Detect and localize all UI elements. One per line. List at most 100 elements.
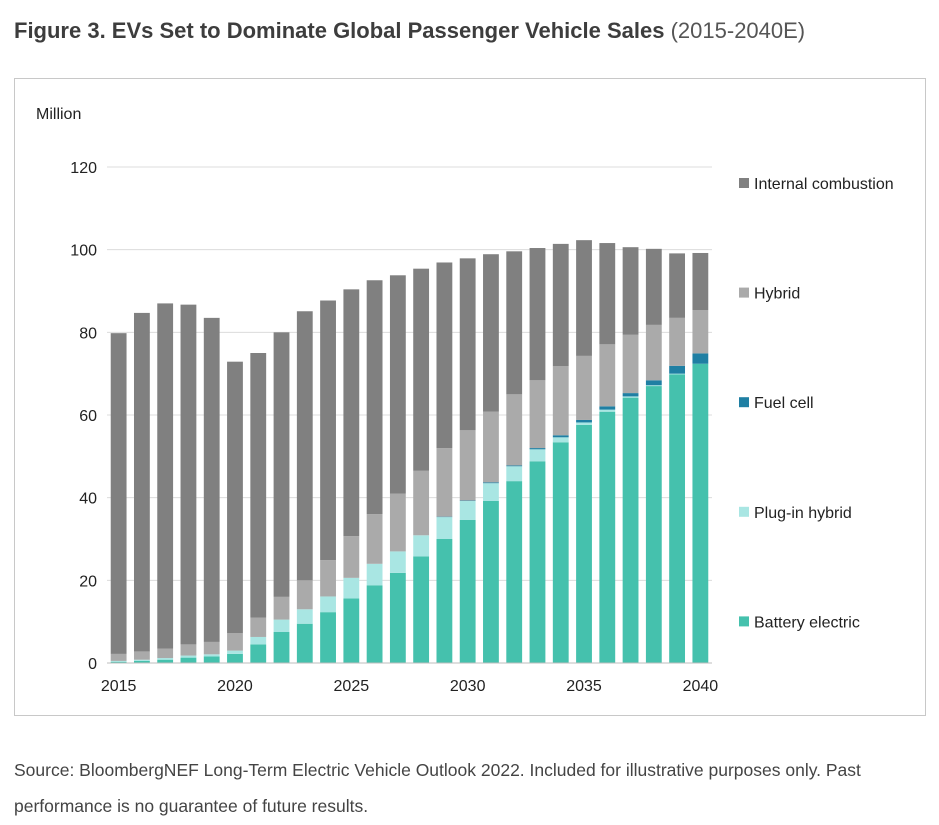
y-tick-label: 60 — [79, 408, 97, 425]
bar-stack-2015 — [110, 333, 127, 663]
bar-stack-2037 — [622, 247, 639, 663]
bar-stack-2035 — [576, 240, 592, 663]
bar-segment-plug-in-hybrid — [459, 500, 476, 520]
legend-item-battery-electric: Battery electric — [739, 614, 860, 631]
bar-segment-internal-combustion — [227, 361, 243, 634]
bar-stack-2031 — [483, 254, 499, 663]
bar-stack-2027 — [389, 275, 406, 663]
bar-stack-2020 — [227, 361, 243, 663]
bar-segment-hybrid — [529, 380, 546, 449]
bar-segment-hybrid — [180, 644, 197, 656]
bar-segment-internal-combustion — [669, 253, 686, 318]
bar-stack-2024 — [320, 300, 336, 663]
bar-segment-battery-electric — [692, 363, 709, 663]
bar-segment-battery-electric — [459, 519, 476, 663]
bar-segment-hybrid — [320, 560, 336, 597]
bar-segment-battery-electric — [413, 556, 430, 663]
bar-segment-battery-electric — [250, 644, 267, 663]
bar-segment-hybrid — [343, 536, 360, 578]
figure-title-range: (2015-2040E) — [670, 18, 806, 43]
bar-segment-fuel-cell — [552, 435, 569, 438]
bar-segment-plug-in-hybrid — [436, 517, 453, 539]
bar-segment-hybrid — [250, 617, 267, 637]
bar-segment-hybrid — [157, 648, 174, 659]
bar-segment-fuel-cell — [645, 380, 662, 386]
bar-segment-hybrid — [645, 324, 662, 381]
bar-segment-internal-combustion — [529, 248, 546, 381]
bar-stack-2030 — [459, 258, 476, 663]
bar-segment-hybrid — [669, 317, 686, 366]
bar-segment-internal-combustion — [436, 262, 453, 449]
bar-segment-internal-combustion — [180, 304, 197, 645]
bar-segment-plug-in-hybrid — [180, 655, 197, 658]
bar-segment-plug-in-hybrid — [273, 619, 290, 632]
bar-segment-plug-in-hybrid — [576, 422, 592, 425]
bar-segment-hybrid — [273, 596, 290, 620]
legend-swatch — [739, 616, 749, 627]
bar-segment-fuel-cell — [599, 406, 616, 410]
bar-stack-2034 — [552, 243, 569, 663]
bar-segment-hybrid — [506, 394, 523, 466]
bar-stack-2022 — [273, 332, 290, 663]
bar-segment-battery-electric — [552, 442, 569, 663]
x-tick-label: 2020 — [217, 678, 253, 695]
figure-title-main: Figure 3. EVs Set to Dominate Global Pas… — [14, 18, 665, 43]
bar-segment-hybrid — [552, 366, 569, 436]
bar-stack-2039 — [669, 253, 686, 663]
bar-segment-plug-in-hybrid — [552, 437, 569, 443]
bar-segment-hybrid — [389, 493, 406, 552]
bar-segment-battery-electric — [669, 374, 686, 663]
bar-segment-hybrid — [413, 470, 430, 536]
legend-swatch — [739, 287, 749, 298]
bar-segment-hybrid — [459, 430, 476, 501]
y-tick-label: 100 — [70, 243, 97, 260]
x-tick-label: 2015 — [101, 678, 137, 695]
bar-stack-2029 — [436, 262, 453, 663]
bar-segment-hybrid — [227, 633, 243, 651]
bar-stack-2032 — [506, 251, 523, 663]
bar-segment-internal-combustion — [692, 252, 709, 311]
bar-segment-plug-in-hybrid — [203, 654, 220, 657]
bar-segment-internal-combustion — [599, 243, 616, 345]
bar-segment-battery-electric — [320, 612, 336, 663]
legend-label: Battery electric — [754, 614, 860, 631]
bar-stack-2021 — [250, 353, 267, 663]
bar-segment-battery-electric — [599, 411, 616, 663]
legend-item-plug-in-hybrid: Plug-in hybrid — [739, 505, 852, 522]
legend: Internal combustion Hybrid Fuel cell Plug-i… — [739, 176, 894, 631]
bar-segment-internal-combustion — [110, 333, 127, 654]
bar-segment-plug-in-hybrid — [413, 535, 430, 557]
bar-stack-2036 — [599, 243, 616, 663]
legend-item-fuel-cell: Fuel cell — [739, 395, 814, 412]
y-tick-labels: 0 20 40 60 80 100 120 — [70, 160, 97, 673]
bar-segment-battery-electric — [645, 386, 662, 663]
bar-segment-fuel-cell — [576, 419, 592, 423]
bar-stack-2026 — [366, 280, 383, 663]
x-tick-label: 2035 — [566, 678, 602, 695]
bar-segment-plug-in-hybrid — [320, 596, 336, 613]
x-tick-labels: 2015 2020 2025 2030 2035 2040 — [101, 678, 718, 695]
bar-segment-hybrid — [622, 334, 639, 394]
bar-segment-plug-in-hybrid — [669, 373, 686, 375]
bar-stack-2028 — [413, 268, 430, 663]
bar-segment-battery-electric — [343, 598, 360, 663]
gridlines — [107, 166, 712, 581]
bar-segment-battery-electric — [273, 632, 290, 663]
bar-segment-hybrid — [203, 641, 220, 655]
legend-swatch — [739, 397, 749, 408]
bar-segment-internal-combustion — [273, 332, 290, 597]
bar-segment-internal-combustion — [343, 289, 360, 537]
legend-label: Hybrid — [754, 286, 800, 303]
bar-segment-plug-in-hybrid — [296, 609, 313, 624]
bar-segment-hybrid — [599, 344, 616, 407]
bar-segment-internal-combustion — [320, 300, 336, 561]
legend-item-internal-combustion: Internal combustion — [739, 176, 894, 193]
legend-label: Plug-in hybrid — [754, 505, 852, 522]
bar-segment-battery-electric — [180, 657, 197, 663]
bar-stack-2017 — [157, 303, 174, 663]
bar-segment-battery-electric — [203, 656, 220, 663]
chart-frame: Million 0 20 40 60 80 100 120 2015 2020 2025 2030… — [14, 78, 926, 716]
bar-segment-plug-in-hybrid — [250, 636, 267, 645]
bar-segment-plug-in-hybrid — [599, 409, 616, 412]
bar-segment-hybrid — [483, 411, 499, 483]
